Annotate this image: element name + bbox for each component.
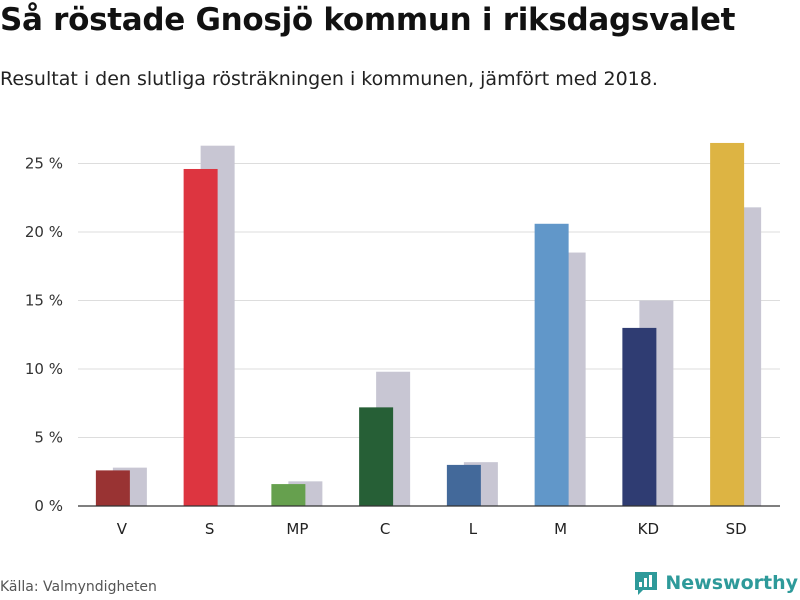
bar-chart: 0 % 5 % 10 % 15 % 20 % 25 % V S MP C L M KD SD (25, 142, 780, 538)
bar-chart-speech-bubble-icon (635, 572, 658, 595)
bar-current-s (183, 168, 218, 507)
brand-name: Newsworthy (665, 572, 798, 594)
chart-subtitle: Resultat i den slutliga rösträkningen i … (0, 68, 658, 90)
x-tick-label: M (554, 520, 567, 538)
y-tick-label: 25 % (25, 155, 63, 173)
y-tick-label: 5 % (34, 429, 63, 447)
x-tick-label: L (469, 520, 478, 538)
y-tick-label: 20 % (25, 223, 63, 241)
x-tick-label: C (380, 520, 390, 538)
bar-current-v (95, 470, 130, 506)
chart-title: Så röstade Gnosjö kommun i riksdagsvalet (0, 2, 736, 38)
bar-current-sd (710, 142, 745, 506)
bar-current-m (534, 223, 569, 506)
x-tick-label: S (205, 520, 215, 538)
x-tick-label: KD (638, 520, 659, 538)
brand-logo: Newsworthy (633, 570, 798, 596)
bar-current-l (446, 464, 481, 506)
bar-current-c (359, 407, 394, 506)
y-tick-label: 15 % (25, 292, 63, 310)
bar-current-mp (271, 484, 306, 506)
bar-current-kd (622, 327, 657, 506)
y-tick-label: 10 % (25, 360, 63, 378)
y-tick-label: 0 % (34, 497, 63, 515)
source-note: Källa: Valmyndigheten (0, 579, 157, 595)
x-tick-label: V (117, 520, 128, 538)
x-tick-label: SD (726, 520, 747, 538)
x-tick-label: MP (286, 520, 308, 538)
